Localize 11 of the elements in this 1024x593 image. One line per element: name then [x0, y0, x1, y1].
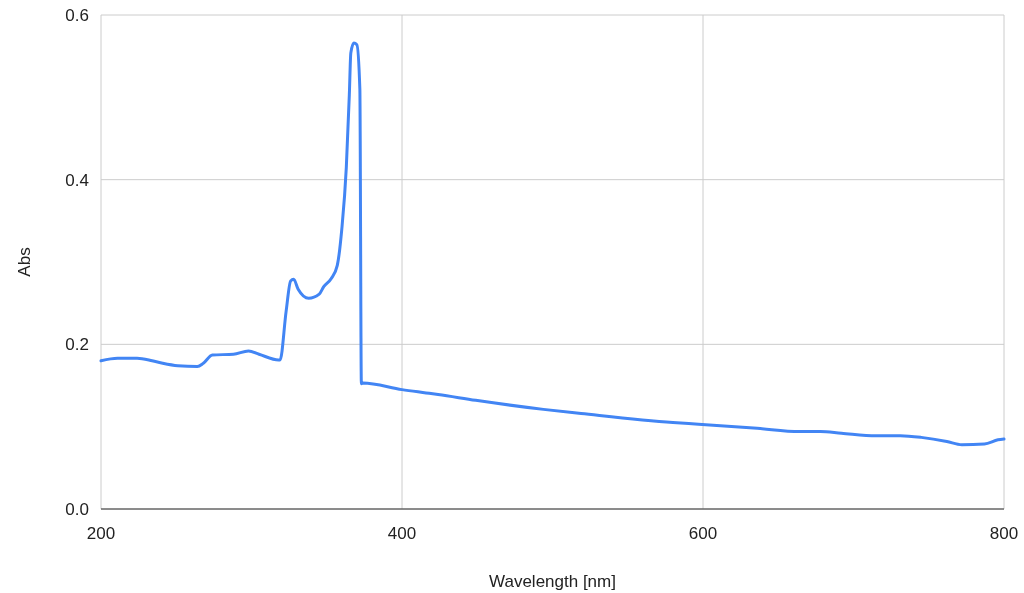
x-tick-label: 600	[688, 524, 718, 543]
line-series	[99, 41, 1006, 447]
x-tick-label: 200	[86, 524, 116, 543]
x-tick-label: 800	[989, 524, 1019, 543]
y-tick-label: 0.6	[65, 6, 89, 25]
y-axis-title: Abs	[15, 247, 34, 277]
x-tick-label: 400	[387, 524, 417, 543]
y-tick-label: 0.0	[65, 500, 89, 519]
x-axis-title: Wavelength [nm]	[489, 572, 616, 591]
y-tick-label: 0.2	[65, 335, 89, 355]
y-tick-label: 0.4	[65, 170, 89, 190]
